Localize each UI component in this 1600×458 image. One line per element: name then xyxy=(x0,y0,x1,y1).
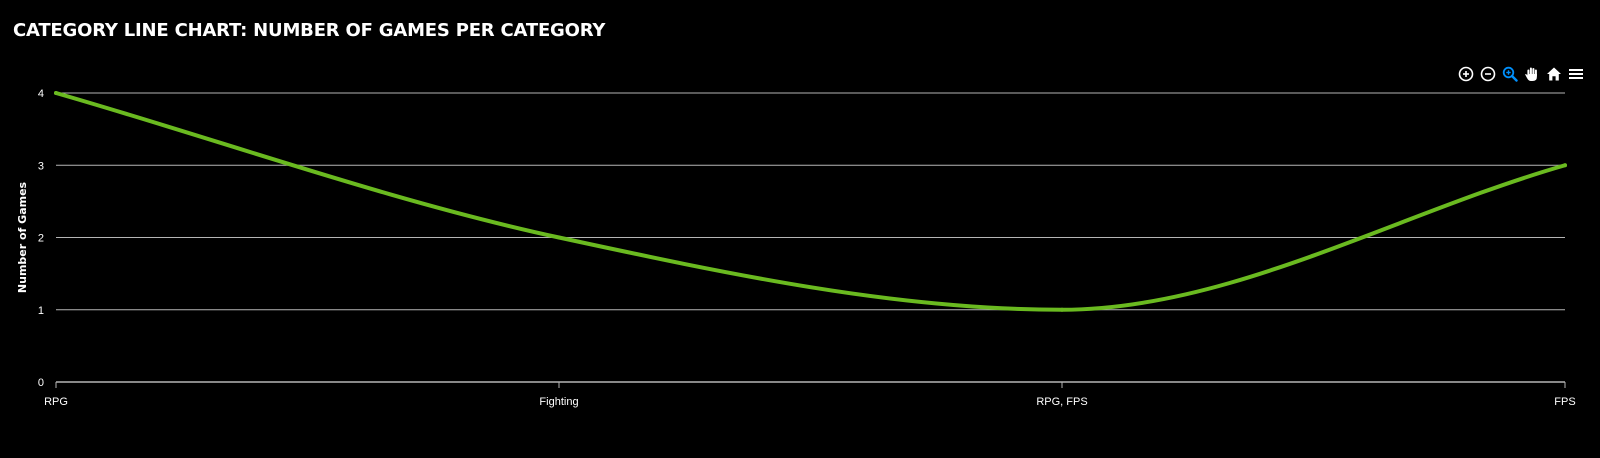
zoom-out-button[interactable] xyxy=(1478,64,1498,84)
y-tick-label: 4 xyxy=(38,88,44,100)
y-tick-label: 2 xyxy=(38,233,44,245)
x-tick-label: RPG xyxy=(44,396,68,408)
series-line xyxy=(54,91,1567,312)
data-point xyxy=(557,235,561,240)
selection-zoom-button[interactable] xyxy=(1500,64,1520,84)
y-tick-label: 3 xyxy=(38,160,44,172)
chart-menu-button[interactable] xyxy=(1566,64,1586,84)
zoom-out-icon xyxy=(1480,66,1496,82)
y-axis-title: Number of Games xyxy=(16,181,29,293)
y-tick-label: 0 xyxy=(38,377,44,389)
data-point xyxy=(54,91,58,95)
pan-button[interactable] xyxy=(1522,64,1542,84)
x-tick-label: Fighting xyxy=(539,396,578,408)
y-tick-label: 1 xyxy=(38,305,44,317)
x-tick-label: RPG, FPS xyxy=(1036,396,1087,408)
chart-title: CATEGORY LINE CHART: NUMBER OF GAMES PER… xyxy=(13,20,606,41)
data-point xyxy=(1060,307,1064,312)
pan-hand-icon xyxy=(1525,67,1537,81)
zoom-in-icon xyxy=(1458,66,1474,82)
menu-icon xyxy=(1569,69,1583,79)
home-reset-icon xyxy=(1547,67,1561,81)
chart-toolbar xyxy=(1454,64,1586,84)
x-tick-label: FPS xyxy=(1554,396,1575,408)
selection-zoom-icon xyxy=(1502,66,1518,82)
data-point xyxy=(1563,163,1567,168)
reset-zoom-button[interactable] xyxy=(1544,64,1564,84)
zoom-in-button[interactable] xyxy=(1456,64,1476,84)
